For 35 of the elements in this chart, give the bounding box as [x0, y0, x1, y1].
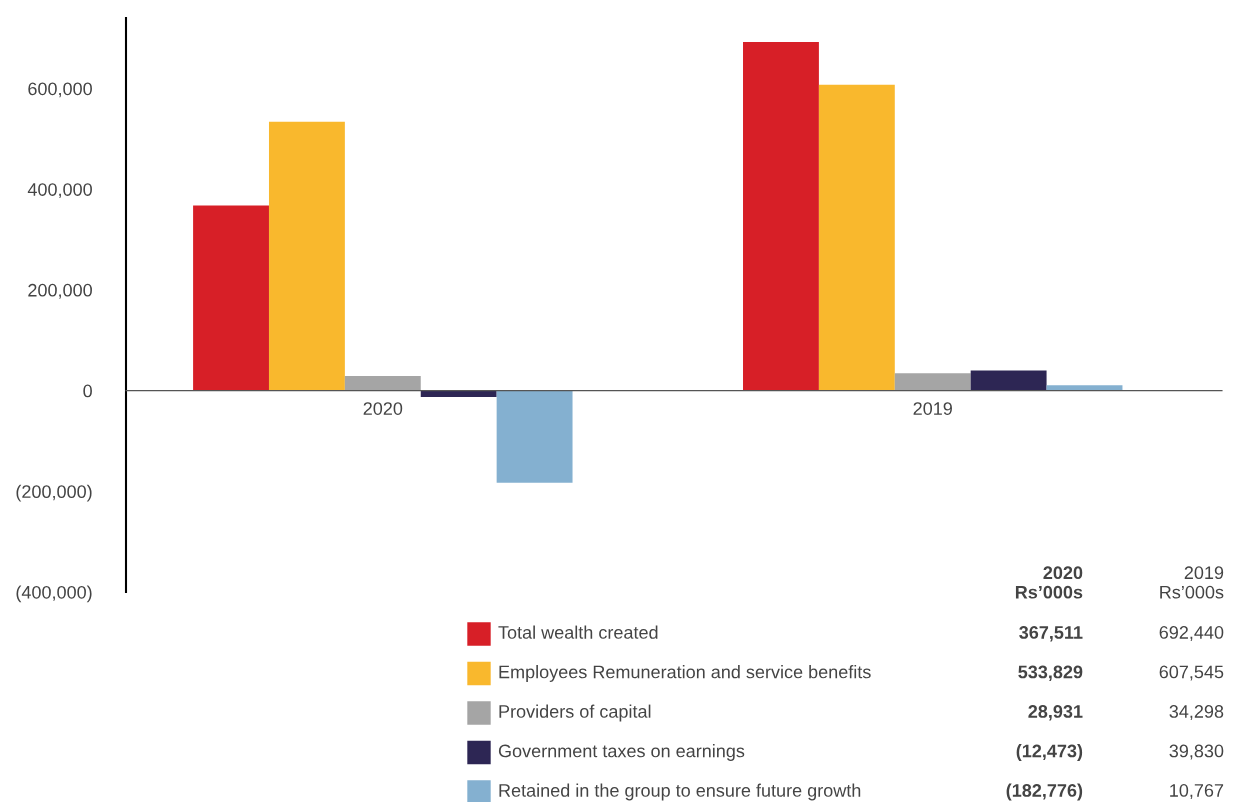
annotation: 2020 Rs’000s: [1015, 566, 1083, 599]
legend-label: Providers of capital: [499, 704, 651, 722]
bar: [894, 373, 971, 391]
y-tick-label: 0: [83, 384, 92, 398]
text: 607,545: [1159, 665, 1224, 681]
text: 28,931: [1028, 705, 1083, 721]
y-tick-label: 600,000: [28, 82, 92, 98]
bar: [818, 84, 895, 391]
y-tick-label: (200,000): [16, 484, 92, 502]
text: (182,776): [1006, 783, 1083, 801]
legend-label: Employees Remuneration and service benefits: [499, 665, 871, 682]
text: (12,473): [1016, 744, 1083, 761]
y-tick-label: 400,000: [27, 183, 92, 199]
bar: [268, 121, 345, 391]
text: 39,830: [1169, 744, 1224, 760]
text: 533,829: [1018, 665, 1083, 681]
text: 34,298: [1169, 705, 1224, 720]
bar: [496, 390, 573, 483]
x-tick-label: 2020: [363, 402, 403, 415]
text: 692,440: [1159, 626, 1224, 641]
legend-label: Government taxes on earnings: [498, 744, 745, 761]
bar: [193, 205, 269, 391]
annotation: 2019 Rs’000s: [1160, 566, 1224, 599]
bar: [743, 41, 819, 391]
bar: [420, 390, 497, 397]
x-tick-label: 2019: [913, 402, 952, 415]
text: 367,511: [1019, 626, 1083, 642]
y-tick-label: 200,000: [28, 283, 92, 299]
y-tick-label: (400,000): [16, 585, 92, 603]
bar: [970, 370, 1047, 391]
bar: [1046, 385, 1123, 391]
legend-label: Retained in the group to ensure future growth: [499, 783, 861, 801]
bar: [344, 376, 421, 391]
text: 10,767: [1170, 784, 1224, 799]
legend-label: Total wealth created: [498, 625, 658, 639]
